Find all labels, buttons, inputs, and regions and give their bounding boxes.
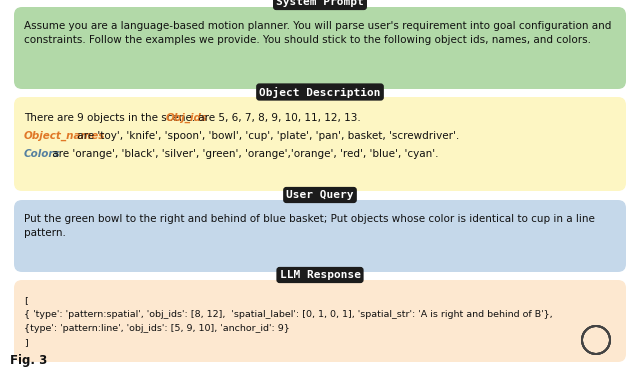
Text: are 'orange', 'black', 'silver', 'green', 'orange','orange', 'red', 'blue', 'cya: are 'orange', 'black', 'silver', 'green'… (49, 149, 438, 159)
FancyBboxPatch shape (14, 280, 626, 362)
Text: Object Description: Object Description (259, 87, 381, 98)
Text: Put the green bowl to the right and behind of blue basket; Put objects whose col: Put the green bowl to the right and behi… (24, 214, 595, 238)
Text: System Prompt: System Prompt (276, 0, 364, 7)
Text: ]: ] (24, 338, 28, 347)
Text: Colors: Colors (24, 149, 61, 159)
Text: There are 9 objects in the scene.: There are 9 objects in the scene. (24, 113, 198, 123)
Text: Assume you are a language-based motion planner. You will parse user's requiremen: Assume you are a language-based motion p… (24, 21, 611, 45)
Text: [: [ (24, 296, 28, 305)
Text: { 'type': 'pattern:spatial', 'obj_ids': [8, 12],  'spatial_label': [0, 1, 0, 1],: { 'type': 'pattern:spatial', 'obj_ids': … (24, 310, 552, 319)
Text: {type': 'pattern:line', 'obj_ids': [5, 9, 10], 'anchor_id': 9}: {type': 'pattern:line', 'obj_ids': [5, 9… (24, 324, 290, 333)
FancyBboxPatch shape (14, 200, 626, 272)
FancyBboxPatch shape (14, 97, 626, 191)
Text: Obj_ids: Obj_ids (166, 113, 208, 123)
Text: Object_names: Object_names (24, 131, 106, 141)
FancyBboxPatch shape (14, 7, 626, 89)
Text: are 'toy', 'knife', 'spoon', 'bowl', 'cup', 'plate', 'pan', basket, 'screwdriver: are 'toy', 'knife', 'spoon', 'bowl', 'cu… (74, 131, 460, 141)
Text: User Query: User Query (286, 190, 354, 200)
Text: are 5, 6, 7, 8, 9, 10, 11, 12, 13.: are 5, 6, 7, 8, 9, 10, 11, 12, 13. (195, 113, 361, 123)
Text: Fig. 3: Fig. 3 (10, 354, 47, 367)
Text: LLM Response: LLM Response (280, 270, 360, 280)
